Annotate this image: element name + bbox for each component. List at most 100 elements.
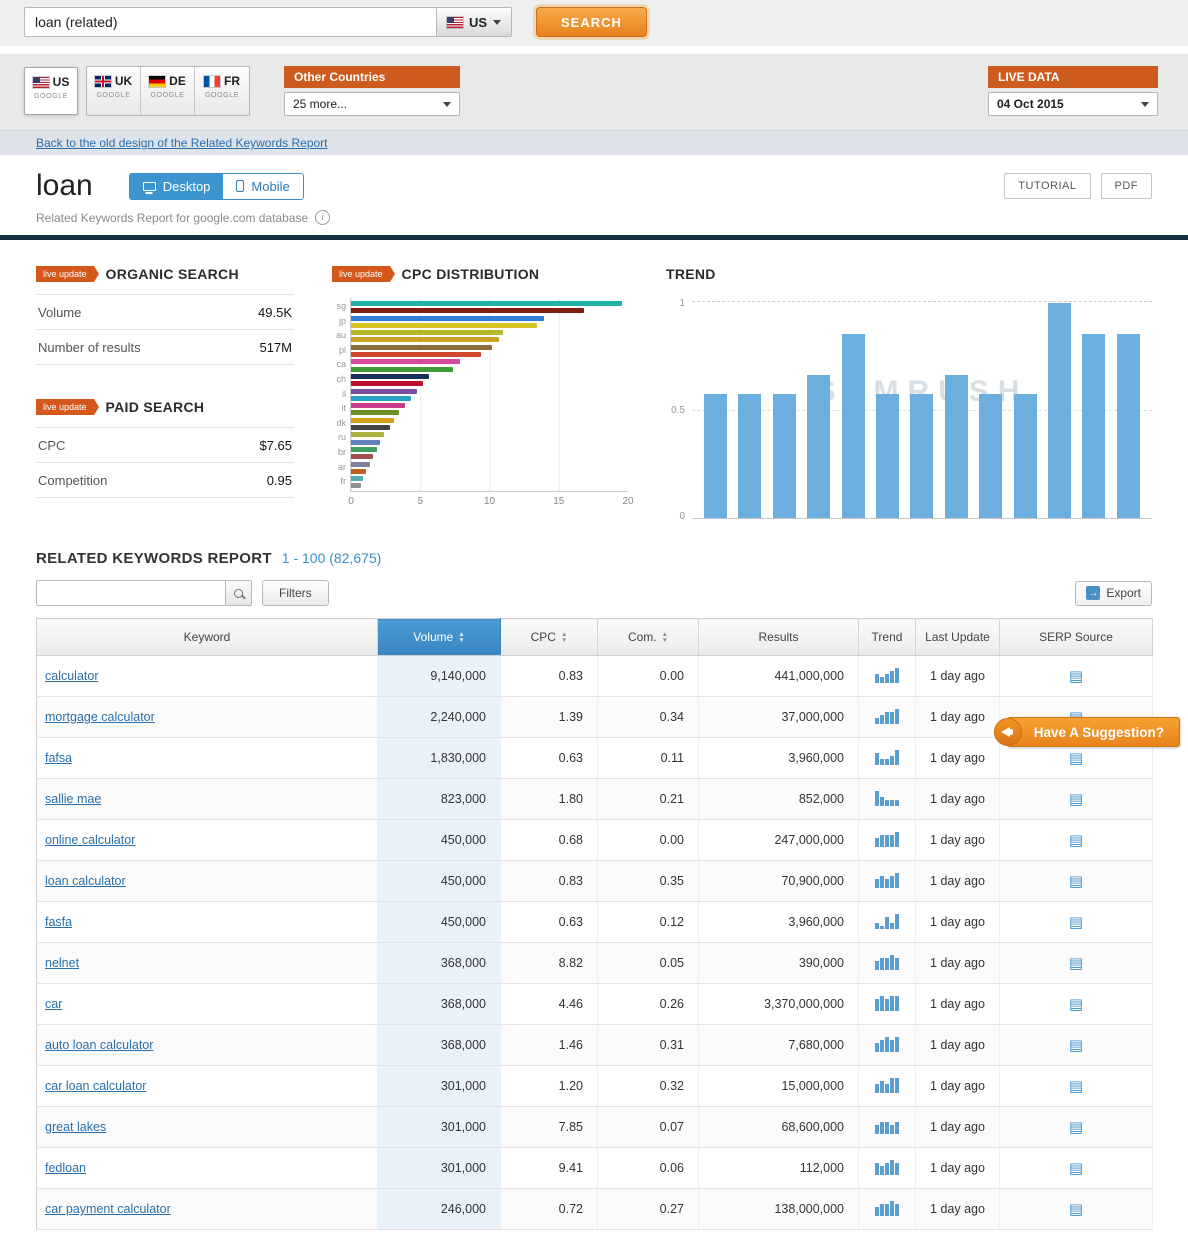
spark-bar [895,668,899,683]
keyword-link[interactable]: great lakes [45,1120,106,1134]
serp-source-icon[interactable] [1069,1078,1083,1095]
region-select[interactable]: US [436,8,511,36]
spark-bar [885,674,889,683]
trend-cell [859,984,916,1025]
table-row: fasfa450,0000.630.123,960,0001 day ago [37,902,1153,943]
country-tab-us[interactable]: US GOOGLE [24,67,78,115]
report-range: 1 - 100 (82,675) [282,550,382,566]
keyword-link[interactable]: car loan calculator [45,1079,146,1093]
chevron-down-icon [493,20,501,25]
country-tab-uk[interactable]: UK GOOGLE [87,67,141,115]
results-cell: 3,960,000 [699,902,859,943]
serp-source-icon[interactable] [1069,873,1083,890]
filters-button[interactable]: Filters [262,580,329,606]
cpc-ylabel: ca [332,359,346,374]
spark-bar [875,674,879,683]
last-update-cell: 1 day ago [916,902,1000,943]
column-header-cpc[interactable]: CPC [501,619,598,656]
spark-bar [880,759,884,765]
keyword-link[interactable]: fafsa [45,751,72,765]
serp-source-icon[interactable] [1069,668,1083,685]
keyword-link[interactable]: car [45,997,62,1011]
tutorial-button[interactable]: TUTORIAL [1004,173,1090,199]
cpc-xtick: 5 [417,496,423,507]
results-cell: 138,000,000 [699,1189,859,1230]
spark-bar [875,999,879,1011]
export-icon [1086,586,1100,600]
trend-chart-wrap: 10.50 SEMRUSH [666,298,1152,522]
keyword-cell: car loan calculator [37,1066,378,1107]
spark-bar [890,671,894,683]
trend-bar [1014,394,1037,518]
live-data-dropdown[interactable]: 04 Oct 2015 [988,92,1158,116]
cpc-ylabel: br [332,447,346,462]
sort-icon [662,632,668,644]
tab-mobile[interactable]: Mobile [223,174,302,199]
cpc-ylabel: ch [332,374,346,389]
keyword-link[interactable]: calculator [45,669,99,683]
info-icon[interactable] [315,210,330,225]
column-label: Keyword [184,630,231,644]
spark-bar [885,1037,889,1052]
keyword-cell: fafsa [37,738,378,779]
column-header-volume[interactable]: Volume [378,619,501,656]
stat-value: 0.95 [267,473,292,488]
column-header-trend: Trend [859,619,916,656]
serp-source-icon[interactable] [1069,750,1083,767]
keyword-search-input[interactable] [25,8,436,36]
serp-source-icon[interactable] [1069,1201,1083,1218]
tab-mobile-label: Mobile [251,179,289,194]
column-header-com-[interactable]: Com. [598,619,699,656]
serp-source-icon[interactable] [1069,832,1083,849]
country-tab-fr[interactable]: FR GOOGLE [195,67,249,115]
cpc-distribution-chart: sgjpauplcachilitdkrubrarfr 05101520 [332,298,628,492]
pdf-button[interactable]: PDF [1101,173,1153,199]
keyword-link[interactable]: sallie mae [45,792,101,806]
table-search-button[interactable] [225,581,251,605]
tab-desktop-label: Desktop [163,179,211,194]
keyword-link[interactable]: loan calculator [45,874,126,888]
keyword-link[interactable]: nelnet [45,956,79,970]
last-update-cell: 1 day ago [916,656,1000,697]
search-button[interactable]: SEARCH [536,7,647,37]
spark-bar [895,800,899,806]
keyword-link[interactable]: car payment calculator [45,1202,171,1216]
other-countries-dropdown[interactable]: 25 more... [284,92,460,116]
serp-source-icon[interactable] [1069,1119,1083,1136]
spark-bar [875,718,879,724]
serp-source-icon[interactable] [1069,955,1083,972]
keyword-link[interactable]: fedloan [45,1161,86,1175]
keyword-link[interactable]: online calculator [45,833,135,847]
serp-source-icon[interactable] [1069,1037,1083,1054]
table-search-box [36,580,252,606]
spark-bar [890,876,894,888]
trend-bar [910,394,933,518]
spark-bar [895,958,899,970]
serp-source-cell [1000,902,1153,943]
keyword-link[interactable]: fasfa [45,915,72,929]
country-sub-label: GOOGLE [25,93,77,100]
country-tab-de[interactable]: DE GOOGLE [141,67,195,115]
serp-source-icon[interactable] [1069,1160,1083,1177]
column-header-serp-source: SERP Source [1000,619,1153,656]
competition-cell: 0.00 [598,656,699,697]
cpc-bar [351,316,544,321]
keyword-link[interactable]: mortgage calculator [45,710,155,724]
related-keywords-report: RELATED KEYWORDS REPORT 1 - 100 (82,675)… [0,536,1188,1230]
spark-bar [885,1163,889,1175]
column-label: Trend [872,630,903,644]
tab-desktop[interactable]: Desktop [130,174,224,199]
back-to-old-design-link[interactable]: Back to the old design of the Related Ke… [36,136,328,150]
keyword-link[interactable]: auto loan calculator [45,1038,153,1052]
export-button[interactable]: Export [1075,581,1152,606]
last-update-cell: 1 day ago [916,779,1000,820]
table-filter-input[interactable] [37,581,225,605]
serp-source-icon[interactable] [1069,914,1083,931]
cpc-ylabel: ar [332,462,346,477]
serp-source-icon[interactable] [1069,996,1083,1013]
serp-source-icon[interactable] [1069,791,1083,808]
trend-sparkline [875,913,899,929]
suggestion-banner[interactable]: Have A Suggestion? [1007,717,1180,747]
cpc-cell: 0.83 [501,656,598,697]
last-update-cell: 1 day ago [916,1148,1000,1189]
